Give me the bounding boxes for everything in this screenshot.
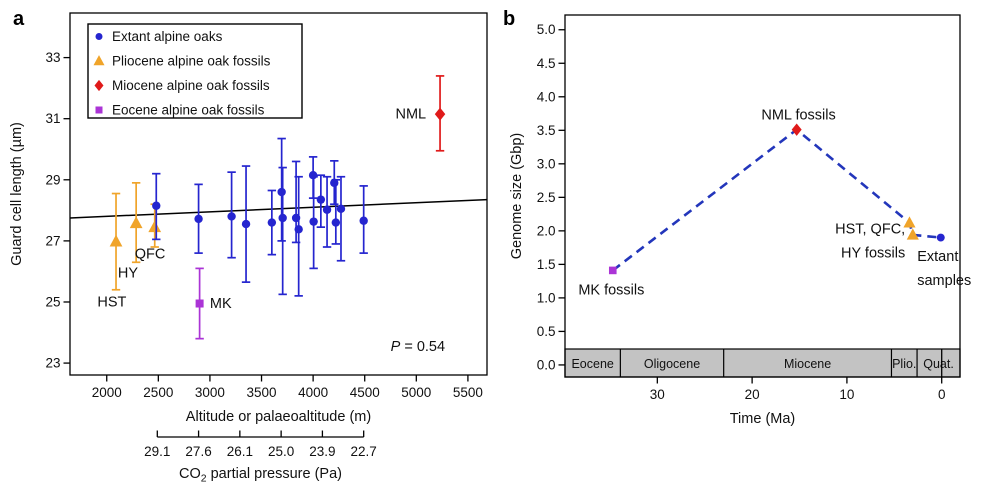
svg-text:3000: 3000 (195, 385, 225, 400)
svg-text:3.0: 3.0 (537, 156, 556, 171)
svg-text:31: 31 (45, 111, 60, 126)
svg-text:33: 33 (45, 50, 60, 65)
panel-b-letter: b (503, 8, 516, 30)
svg-text:HY fossils: HY fossils (841, 246, 905, 262)
svg-text:Oligocene: Oligocene (644, 357, 700, 371)
panel-a-chart: 23 25 27 29 31 33 2000 2500 3000 3500 4000 4500 5000… (9, 12, 488, 485)
svg-text:10: 10 (839, 387, 854, 402)
svg-text:0: 0 (938, 387, 946, 402)
svg-text:Quat.: Quat. (923, 357, 954, 371)
svg-text:5500: 5500 (453, 385, 483, 400)
svg-text:2.5: 2.5 (537, 190, 556, 205)
svg-text:Guard cell length (µm): Guard cell length (µm) (9, 122, 25, 266)
svg-text:Genome size (Gbp): Genome size (Gbp) (509, 133, 525, 260)
svg-text:27: 27 (45, 233, 60, 248)
svg-text:30: 30 (650, 387, 665, 402)
svg-text:Eocene alpine oak fossils: Eocene alpine oak fossils (112, 103, 265, 118)
panel-a-letter: a (13, 8, 25, 30)
svg-text:5.0: 5.0 (537, 22, 556, 37)
svg-text:25: 25 (45, 294, 60, 309)
svg-text:Altitude or palaeoaltitude (m): Altitude or palaeoaltitude (m) (186, 409, 371, 425)
svg-text:1.5: 1.5 (537, 257, 556, 272)
svg-text:HY: HY (118, 266, 138, 282)
svg-text:4000: 4000 (298, 385, 328, 400)
svg-text:Miocene alpine oak fossils: Miocene alpine oak fossils (112, 78, 270, 93)
svg-text:3500: 3500 (247, 385, 277, 400)
svg-text:HST, QFC,: HST, QFC, (835, 222, 905, 238)
panel-b-chart: Eocene Oligocene Miocene Plio. Quat. 0.0 0.5 1.… (509, 14, 971, 427)
svg-text:Plio.: Plio. (892, 357, 916, 371)
svg-text:Eocene: Eocene (571, 357, 613, 371)
svg-text:3.5: 3.5 (537, 123, 556, 138)
svg-text:MK fossils: MK fossils (578, 283, 644, 299)
svg-text:Miocene: Miocene (784, 357, 831, 371)
svg-text:0.0: 0.0 (537, 357, 556, 372)
svg-text:NML fossils: NML fossils (761, 108, 835, 124)
svg-text:P = 0.54: P = 0.54 (391, 339, 445, 355)
svg-text:samples: samples (917, 273, 971, 289)
svg-text:23: 23 (45, 356, 60, 371)
svg-text:2000: 2000 (92, 385, 122, 400)
svg-text:CO2 partial pressure (Pa): CO2 partial pressure (Pa) (179, 466, 342, 485)
svg-text:25.0: 25.0 (268, 444, 294, 459)
svg-text:2.0: 2.0 (537, 223, 556, 238)
svg-text:22.7: 22.7 (351, 444, 377, 459)
svg-text:Extant alpine oaks: Extant alpine oaks (112, 29, 223, 44)
svg-text:1.0: 1.0 (537, 290, 556, 305)
svg-text:29.1: 29.1 (144, 444, 170, 459)
svg-text:26.1: 26.1 (227, 444, 253, 459)
svg-text:Pliocene alpine oak fossils: Pliocene alpine oak fossils (112, 54, 271, 69)
svg-text:Extant: Extant (917, 249, 958, 265)
svg-text:MK: MK (210, 296, 232, 312)
svg-text:20: 20 (745, 387, 760, 402)
svg-text:QFC: QFC (135, 247, 166, 263)
svg-text:27.6: 27.6 (185, 444, 211, 459)
svg-text:23.9: 23.9 (309, 444, 335, 459)
svg-text:4.5: 4.5 (537, 56, 556, 71)
svg-text:5000: 5000 (401, 385, 431, 400)
svg-text:0.5: 0.5 (537, 324, 556, 339)
svg-text:2500: 2500 (143, 385, 173, 400)
svg-text:HST: HST (97, 295, 126, 311)
svg-text:29: 29 (45, 172, 60, 187)
svg-text:Time (Ma): Time (Ma) (730, 411, 796, 427)
svg-text:4500: 4500 (350, 385, 380, 400)
svg-text:4.0: 4.0 (537, 89, 556, 104)
svg-text:NML: NML (395, 107, 426, 123)
